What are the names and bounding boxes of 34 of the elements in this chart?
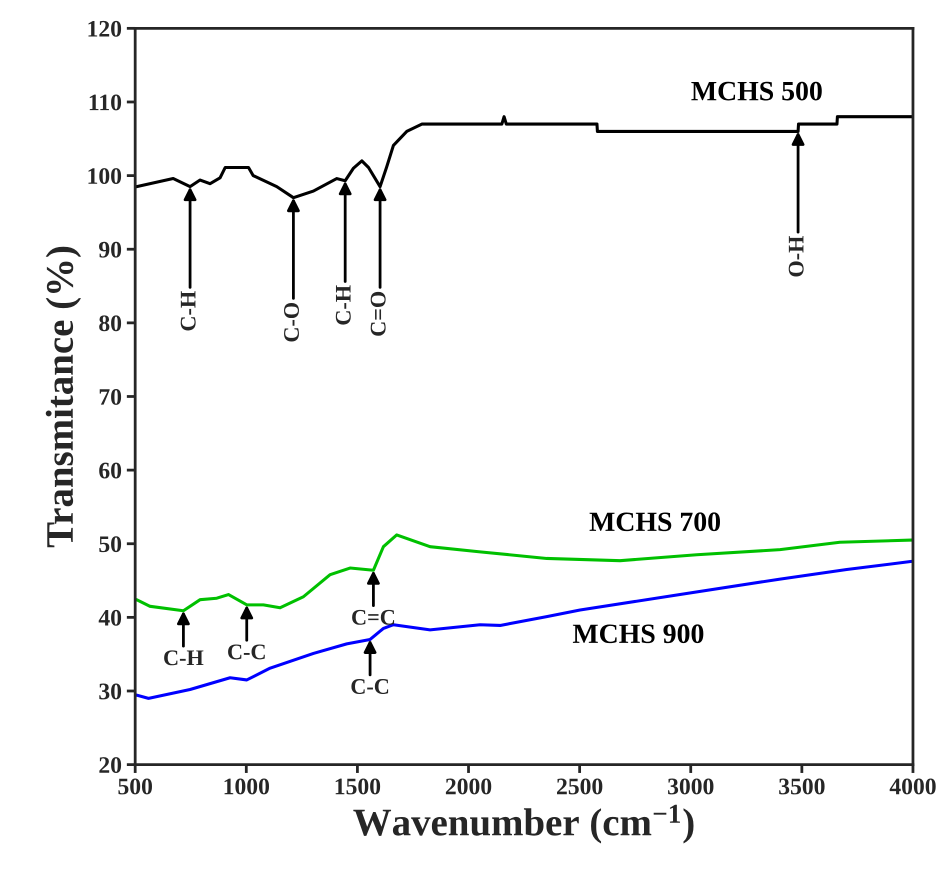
x-axis-title: Wavenumber (cm$^{−1}$) [353,804,694,844]
y-tick-label: 30 [99,683,122,700]
x-tick-label: 3500 [779,778,825,794]
series-label: MCHS 700 [590,512,720,532]
series-label: MCHS 500 [691,82,822,100]
annotation: C-H [164,650,204,666]
annotation: C=O [370,292,386,336]
x-tick-label: 1000 [224,778,270,794]
x-tick-label: 500 [118,778,152,794]
annotation: O-H [788,236,804,276]
x-tick-label: 2000 [446,778,492,794]
y-tick-label: 60 [99,462,122,479]
y-tick-label: 120 [88,20,122,37]
x-tick-label: 3000 [668,778,714,794]
line-series [135,560,913,700]
y-tick-label: 90 [99,242,122,258]
y-axis-title: Transmitance (%) [46,246,82,548]
annotation: C-H [180,291,196,330]
annotation: C=C [352,610,394,625]
annotation: C-C [351,679,388,694]
series-label: MCHS 900 [572,624,704,644]
x-tick-label: 4000 [890,778,936,794]
annotation: C-H [336,285,351,325]
y-tick-label: 110 [90,94,122,110]
x-tick-label: 1500 [336,778,380,794]
y-tick-label: 20 [99,757,122,774]
y-tick-label: 50 [99,536,122,552]
y-tick-label: 40 [98,610,122,626]
y-tick-label: 70 [100,388,122,405]
x-tick-label: 2500 [557,778,602,794]
annotation: C-C [228,644,265,660]
y-tick-label: 100 [88,168,122,184]
annotation: C-O [284,302,299,342]
y-tick-label: 80 [99,315,122,332]
